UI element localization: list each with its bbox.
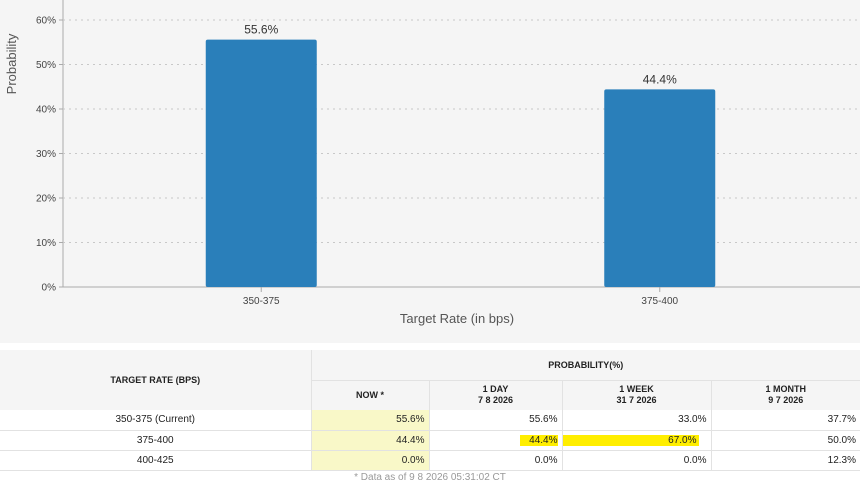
col-header-1-month-line1: 1 MONTH — [765, 384, 807, 395]
value-cell-1-day: 55.6% — [429, 410, 563, 431]
probability-table: TARGET RATE (BPS) PROBABILITY(%) NOW * 1… — [0, 350, 860, 471]
bar-375-400[interactable] — [604, 89, 716, 287]
value-cell-1-day: 0.0% — [429, 450, 563, 471]
value-cell-1-week: 33.0% — [562, 410, 712, 431]
rate-cell: 350-375 (Current) — [0, 410, 312, 431]
y-tick-label: 0% — [42, 283, 57, 294]
y-tick-label: 40% — [36, 105, 56, 116]
x-tick-label: 375-400 — [641, 296, 678, 307]
probability-header: PROBABILITY(%) — [311, 350, 860, 381]
y-tick-label: 60% — [36, 16, 56, 27]
x-axis-title: Target Rate (in bps) — [400, 311, 514, 326]
y-tick-label: 10% — [36, 238, 56, 249]
probability-bar-chart: 0% 10% 20% 30% 40% 50% 60% 55.6% 350-375 44.4% 375… — [4, 0, 860, 326]
value-cell-1-month: 50.0% — [711, 430, 860, 451]
y-tick-label: 50% — [36, 60, 56, 71]
col-header-1-day-line2: 7 8 2026 — [477, 395, 514, 406]
value-cell-now: 0.0% — [311, 450, 430, 471]
value-cell-1-week: 0.0% — [562, 450, 712, 471]
col-header-1-month-line2: 9 7 2026 — [768, 395, 804, 406]
rate-cell: 400-425 — [0, 450, 312, 471]
col-header-1-month: 1 MONTH 9 7 2026 — [711, 380, 860, 410]
highlighted-value-1-week: 67.0% — [562, 434, 699, 446]
col-header-now: NOW * — [311, 380, 430, 410]
chart-area: 0% 10% 20% 30% 40% 50% 60% 55.6% 350-375 44.4% 375… — [4, 0, 860, 326]
grid-layer — [59, 0, 860, 292]
col-header-1-week-line1: 1 WEEK — [619, 384, 654, 395]
highlighted-value-1-day: 44.4% — [519, 434, 558, 446]
value-cell-now: 44.4% — [311, 430, 430, 451]
y-axis-title: Probability — [4, 33, 19, 94]
col-header-1-day-line1: 1 DAY — [482, 384, 509, 395]
label-layer: 0% 10% 20% 30% 40% 50% 60% 55.6% 350-375 44.4% 375… — [36, 16, 679, 308]
table-row: 400-425 0.0% 0.0% 0.0% 12.3% — [0, 450, 860, 471]
value-cell-1-day: 44.4% — [429, 430, 563, 451]
y-tick-label: 20% — [36, 194, 56, 205]
col-header-1-week-line2: 31 7 2026 — [616, 395, 657, 406]
y-tick-label: 30% — [36, 149, 56, 160]
col-header-1-day: 1 DAY 7 8 2026 — [429, 380, 563, 410]
x-tick-label: 350-375 — [243, 296, 280, 307]
data-timestamp-footnote: * Data as of 9 8 2026 05:31:02 CT — [354, 472, 506, 483]
bar-data-label: 55.6% — [244, 23, 278, 37]
value-cell-1-month: 37.7% — [711, 410, 860, 431]
bar-layer — [205, 39, 716, 287]
value-cell-1-month: 12.3% — [711, 450, 860, 471]
table-row: 350-375 (Current) 55.6% 55.6% 33.0% 37.7… — [0, 410, 860, 431]
value-cell-now: 55.6% — [311, 410, 430, 431]
target-rate-header: TARGET RATE (BPS) — [0, 350, 312, 410]
table-row: 375-400 44.4% 44.4% 67.0% 50.0% — [0, 430, 860, 451]
rate-cell: 375-400 — [0, 430, 312, 451]
bar-data-label: 44.4% — [643, 72, 677, 86]
col-header-1-week: 1 WEEK 31 7 2026 — [562, 380, 712, 410]
col-header-now-line1: NOW * — [356, 389, 384, 400]
bar-350-375[interactable] — [205, 39, 317, 287]
value-cell-1-week: 67.0% — [562, 430, 712, 451]
